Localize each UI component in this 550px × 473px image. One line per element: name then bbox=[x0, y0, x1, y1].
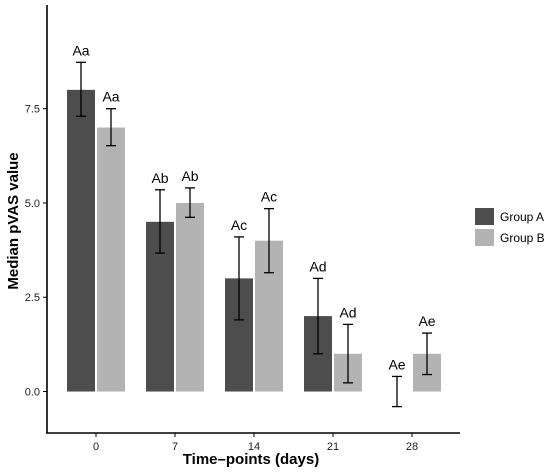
sig-label-group-a-7: Ab bbox=[151, 170, 168, 186]
x-axis-title: Time–points (days) bbox=[183, 451, 319, 468]
legend-swatch bbox=[475, 208, 494, 225]
legend-item-group-b: Group B bbox=[475, 229, 545, 246]
error-bar-group-b-0 bbox=[106, 108, 116, 147]
y-tick-label: 7.5 bbox=[25, 104, 40, 116]
error-bars-layer bbox=[76, 61, 432, 408]
sig-label-group-a-21: Ad bbox=[309, 258, 326, 274]
x-tick-label: 14 bbox=[248, 441, 260, 453]
error-bar-group-a-21 bbox=[313, 277, 323, 355]
sig-label-group-b-14: Ac bbox=[261, 189, 277, 205]
legend-label: Group A bbox=[500, 210, 544, 224]
x-tick-label: 28 bbox=[406, 441, 418, 453]
y-tick-label: 5.0 bbox=[25, 198, 40, 210]
bars-layer bbox=[67, 89, 441, 392]
y-axis-title: Median pVAS value bbox=[5, 152, 22, 289]
sig-label-group-a-14: Ac bbox=[231, 217, 247, 233]
x-tick-label: 7 bbox=[172, 441, 178, 453]
error-bar-group-b-28 bbox=[422, 332, 432, 376]
error-bar-group-a-0 bbox=[76, 61, 86, 117]
error-bar-group-a-28 bbox=[392, 375, 402, 408]
x-tick-label: 21 bbox=[327, 441, 339, 453]
significance-labels-layer: Aa Ab Ac Ad Ae Aa Ab Ac Ad Ae bbox=[72, 42, 435, 372]
axes-layer: 0.0 2.5 5.0 7.5 0 7 14 21 28 bbox=[25, 5, 460, 453]
error-bar-group-a-14 bbox=[234, 236, 244, 321]
x-tick-label: 0 bbox=[93, 441, 99, 453]
sig-label-group-a-28: Ae bbox=[388, 356, 405, 372]
error-bar-group-b-7 bbox=[185, 187, 195, 218]
legend-swatch bbox=[475, 229, 494, 246]
sig-label-group-b-7: Ab bbox=[181, 168, 198, 184]
sig-label-group-b-0: Aa bbox=[102, 89, 119, 105]
error-bar-group-b-14 bbox=[264, 207, 274, 274]
legend: Group A Group B bbox=[475, 208, 545, 246]
legend-item-group-a: Group A bbox=[475, 208, 544, 225]
y-tick-label: 0.0 bbox=[25, 387, 40, 399]
sig-label-group-b-28: Ae bbox=[418, 313, 435, 329]
bar-group-b-7 bbox=[176, 202, 204, 392]
bar-group-a-0 bbox=[67, 89, 95, 392]
error-bar-group-a-7 bbox=[155, 189, 165, 254]
sig-label-group-b-21: Ad bbox=[339, 304, 356, 320]
error-bar-group-b-21 bbox=[343, 323, 353, 384]
legend-label: Group B bbox=[500, 231, 545, 245]
sig-label-group-a-0: Aa bbox=[72, 42, 89, 58]
bar-group-b-0 bbox=[97, 127, 125, 392]
y-tick-label: 2.5 bbox=[25, 292, 40, 304]
